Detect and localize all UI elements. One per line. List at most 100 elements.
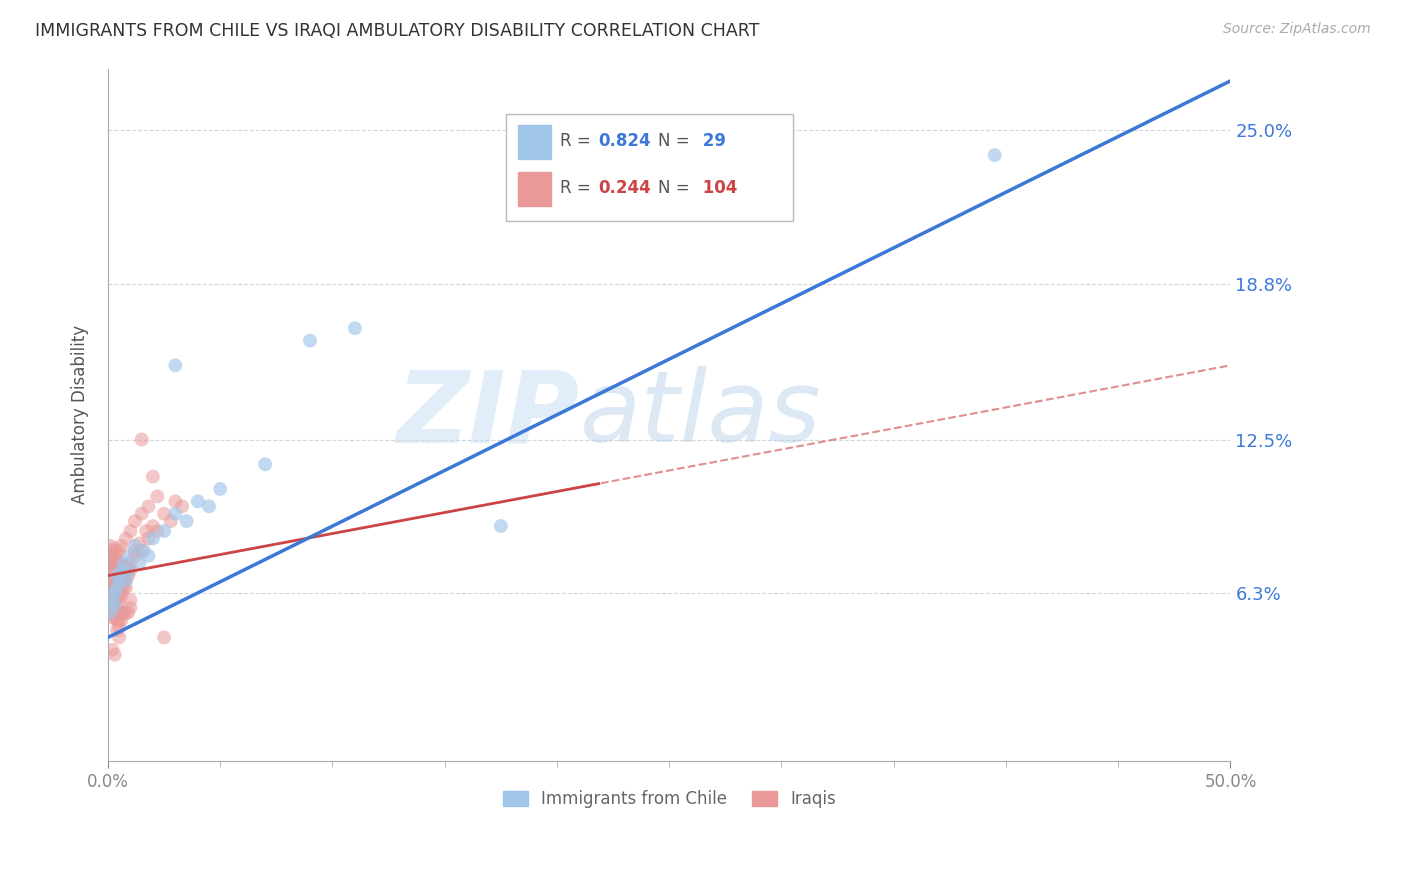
Point (104, 586, 127, 600)
Point (101, 591, 124, 605)
Point (142, 519, 165, 533)
Point (110, 588, 132, 602)
Point (104, 603, 127, 617)
Text: R =: R = (561, 132, 596, 150)
Point (105, 576, 128, 591)
Point (104, 599, 127, 613)
Point (146, 524, 169, 538)
Point (110, 568, 132, 582)
Point (120, 549, 142, 563)
Point (489, 519, 512, 533)
Point (105, 591, 128, 605)
Point (165, 494, 187, 508)
Point (120, 600, 142, 615)
Point (104, 593, 127, 607)
Point (105, 606, 128, 620)
Point (105, 561, 128, 575)
Point (115, 574, 138, 588)
Point (115, 532, 138, 546)
Point (112, 566, 135, 580)
Point (101, 544, 124, 558)
Point (110, 564, 132, 578)
Point (104, 610, 127, 624)
Point (124, 539, 146, 553)
Point (117, 564, 139, 578)
Point (108, 631, 131, 645)
Point (110, 581, 132, 595)
Point (104, 564, 127, 578)
Point (120, 593, 142, 607)
Point (153, 631, 176, 645)
Point (98, 561, 121, 575)
Point (142, 532, 165, 546)
Point (101, 574, 124, 588)
Point (101, 551, 124, 566)
Text: 0.244: 0.244 (599, 179, 651, 197)
Bar (517, 125, 551, 159)
Point (104, 571, 127, 585)
Point (105, 623, 128, 637)
Point (128, 556, 150, 570)
Point (135, 524, 157, 538)
Point (153, 507, 176, 521)
Point (101, 581, 124, 595)
Point (108, 593, 131, 607)
Text: N =: N = (658, 179, 689, 197)
Point (110, 566, 132, 580)
Point (104, 556, 127, 570)
Text: 104: 104 (697, 179, 738, 197)
Point (138, 532, 160, 546)
Point (120, 524, 142, 538)
Point (108, 564, 131, 578)
Point (98, 539, 121, 553)
Point (104, 578, 127, 592)
Point (131, 433, 153, 447)
Point (104, 541, 127, 556)
Point (108, 574, 131, 588)
Point (115, 566, 138, 580)
Text: IMMIGRANTS FROM CHILE VS IRAQI AMBULATORY DISABILITY CORRELATION CHART: IMMIGRANTS FROM CHILE VS IRAQI AMBULATOR… (35, 22, 759, 40)
Point (98, 606, 121, 620)
Point (98, 568, 121, 582)
Point (98, 599, 121, 613)
Point (105, 613, 128, 627)
Point (110, 558, 132, 573)
Point (146, 490, 169, 504)
Point (160, 514, 183, 528)
Point (209, 482, 232, 496)
Point (110, 539, 132, 553)
Point (165, 507, 187, 521)
Text: R =: R = (561, 179, 596, 197)
Text: 0.824: 0.824 (599, 132, 651, 150)
Point (101, 593, 124, 607)
Point (115, 558, 138, 573)
Point (112, 574, 135, 588)
Point (112, 574, 135, 588)
Point (105, 599, 128, 613)
Text: 29: 29 (697, 132, 727, 150)
Point (254, 457, 277, 471)
Point (124, 514, 146, 528)
Point (112, 581, 135, 595)
Point (108, 571, 131, 585)
Point (108, 586, 131, 600)
Point (104, 556, 127, 570)
Text: Source: ZipAtlas.com: Source: ZipAtlas.com (1223, 22, 1371, 37)
Point (98, 578, 121, 592)
Point (138, 549, 160, 563)
Legend: Immigrants from Chile, Iraqis: Immigrants from Chile, Iraqis (496, 784, 842, 815)
Point (117, 606, 139, 620)
Point (112, 556, 135, 570)
Point (124, 549, 146, 563)
Point (105, 581, 128, 595)
Point (131, 507, 153, 521)
Point (115, 606, 138, 620)
Point (187, 494, 209, 508)
Point (105, 568, 128, 582)
Point (170, 500, 193, 514)
Point (108, 613, 131, 627)
Point (101, 642, 124, 657)
Point (101, 566, 124, 580)
Point (101, 558, 124, 573)
Point (108, 556, 131, 570)
